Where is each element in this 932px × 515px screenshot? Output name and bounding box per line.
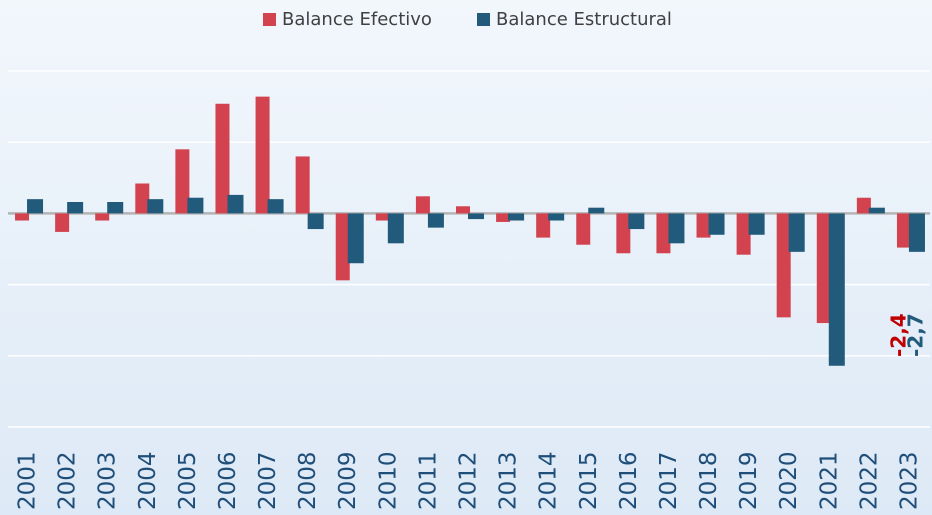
bar	[227, 194, 244, 214]
x-tick-label: 2013	[496, 451, 522, 510]
bar	[335, 213, 350, 281]
bar	[856, 197, 871, 214]
bar	[736, 213, 751, 255]
bar	[67, 202, 84, 214]
bar	[375, 213, 390, 221]
x-tick-label: 2010	[375, 451, 401, 510]
x-tick-label: 2006	[215, 451, 241, 510]
x-tick-label: 2017	[656, 451, 682, 510]
x-tick-label: 2004	[135, 451, 161, 510]
bar	[788, 213, 805, 252]
bar	[295, 156, 310, 214]
bar	[656, 213, 671, 254]
bar	[896, 213, 911, 248]
bar	[588, 207, 605, 214]
x-tick-label: 2001	[15, 451, 41, 510]
x-tick-label: 2014	[536, 451, 562, 510]
bar	[628, 213, 645, 230]
bar	[496, 213, 511, 222]
x-tick-label: 2023	[896, 451, 922, 510]
bar	[576, 213, 591, 245]
x-tick-label: 2019	[736, 451, 762, 510]
bar	[616, 213, 631, 254]
bar	[255, 96, 270, 214]
x-tick-label: 2005	[175, 451, 201, 510]
bar	[748, 213, 765, 235]
bar	[456, 206, 470, 214]
bar	[135, 183, 150, 214]
legend-swatch	[263, 13, 276, 26]
bar	[107, 202, 124, 214]
bar	[27, 199, 44, 214]
legend-swatch	[477, 13, 490, 26]
data-label: -2,7	[903, 313, 927, 357]
bar	[508, 213, 525, 221]
bar	[776, 213, 791, 318]
bar	[427, 213, 444, 228]
x-tick-label: 2022	[856, 451, 882, 510]
bar	[267, 199, 284, 214]
x-tick-label: 2015	[576, 451, 602, 510]
bar	[536, 213, 551, 238]
bar	[387, 213, 404, 244]
x-tick-label: 2007	[255, 451, 281, 510]
bar	[55, 213, 70, 232]
bar	[668, 213, 685, 244]
x-tick-label: 2002	[55, 451, 81, 510]
bar	[95, 213, 110, 221]
bar	[307, 213, 324, 230]
bar	[708, 213, 725, 235]
bar	[415, 196, 430, 214]
x-tick-label: 2009	[335, 451, 361, 510]
bar	[548, 213, 565, 221]
bar	[868, 207, 885, 214]
bar	[696, 213, 711, 238]
bar	[347, 213, 364, 264]
bar	[147, 199, 164, 214]
x-tick-label: 2016	[616, 451, 642, 510]
x-tick-label: 2011	[415, 451, 441, 510]
x-tick-label: 2018	[696, 451, 722, 510]
x-tick-label: 2021	[816, 451, 842, 510]
bar	[816, 213, 831, 324]
bar	[15, 213, 30, 221]
bar	[468, 213, 484, 220]
bar	[175, 149, 190, 214]
bar	[187, 197, 204, 214]
bar	[908, 213, 925, 252]
x-tick-label: 2020	[776, 451, 802, 510]
data-label: -2,4	[886, 313, 910, 357]
bar	[215, 103, 230, 214]
bar	[828, 213, 845, 366]
legend-label: Balance Estructural	[496, 9, 672, 30]
x-tick-label: 2003	[95, 451, 121, 510]
x-tick-label: 2008	[295, 451, 321, 510]
legend-label: Balance Efectivo	[282, 9, 432, 30]
x-tick-label: 2012	[456, 451, 482, 510]
